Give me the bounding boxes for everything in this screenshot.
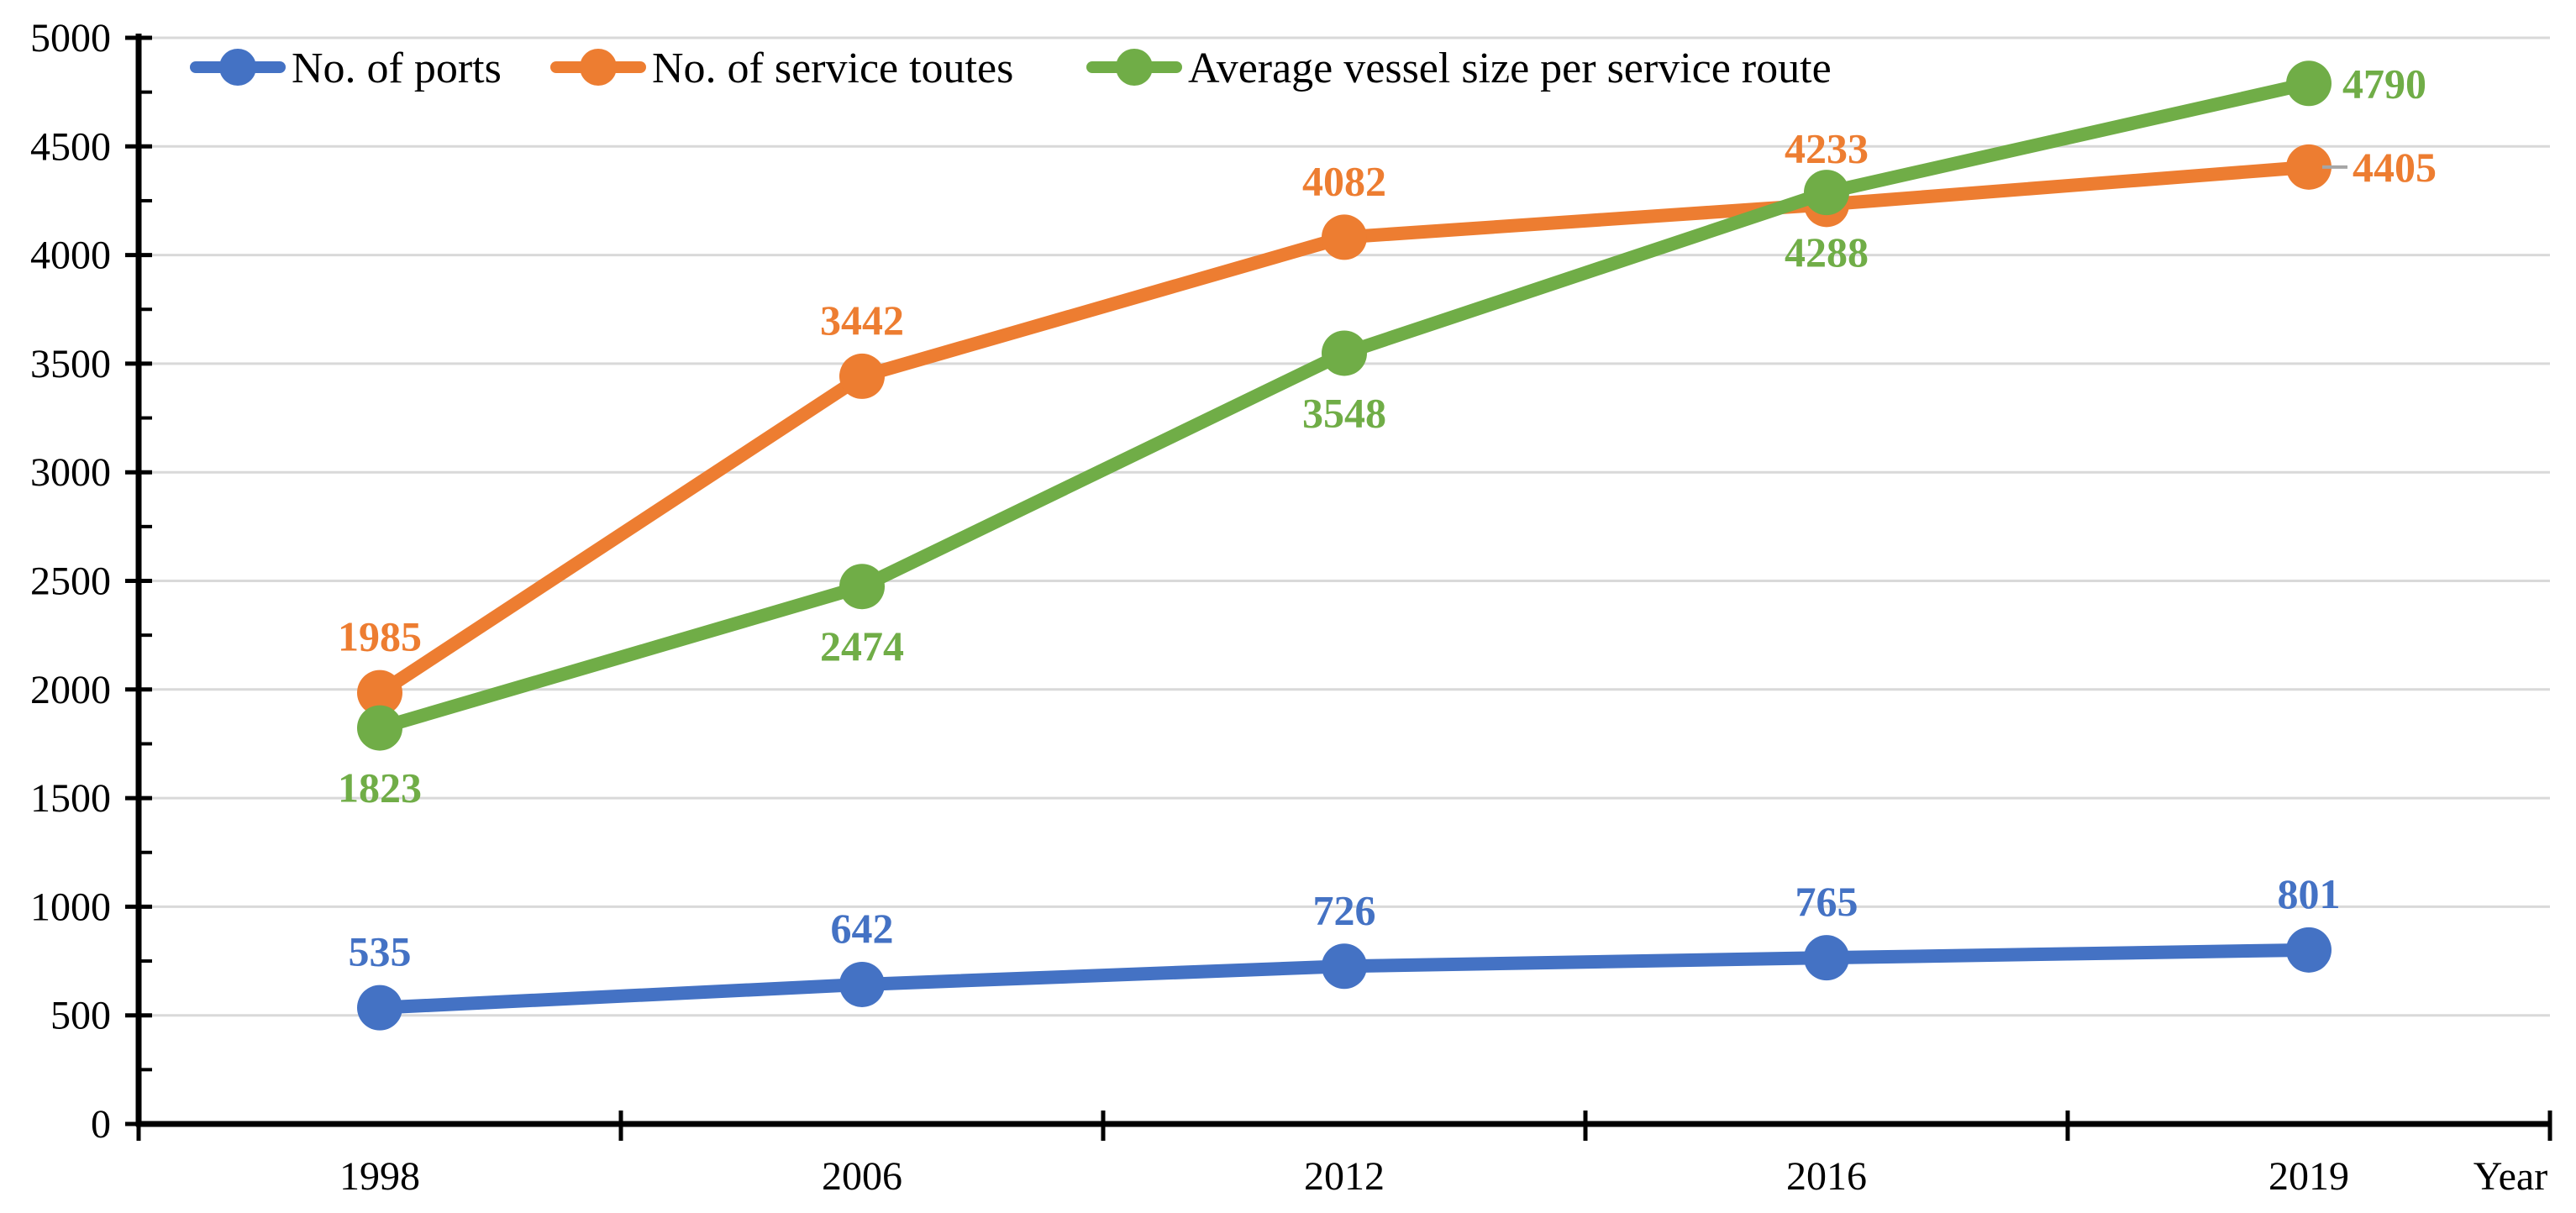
x-tick-label: 1998 [339, 1154, 420, 1199]
y-tick-label: 0 [91, 1102, 111, 1147]
data-label: 801 [2278, 870, 2341, 917]
data-label: 1985 [338, 613, 422, 660]
y-tick-label: 2000 [30, 668, 111, 712]
x-tick-label: 2016 [1786, 1154, 1867, 1199]
x-axis-group [136, 1111, 2552, 1141]
y-tick-label: 4500 [30, 124, 111, 169]
data-label: 4288 [1785, 228, 1869, 276]
data-point-marker [2286, 927, 2332, 973]
data-label: 4405 [2353, 144, 2437, 191]
y-tick-label: 2500 [30, 559, 111, 604]
data-point-marker [2286, 60, 2332, 107]
legend-label: Average vessel size per service route [1188, 45, 1832, 92]
data-label: 4082 [1302, 157, 1386, 204]
data-point-marker [2286, 144, 2332, 190]
legend-marker-dot [580, 49, 617, 86]
data-label: 1823 [338, 764, 422, 811]
series-no-of-ports [357, 927, 2332, 1031]
data-point-marker [839, 564, 885, 610]
gridlines [139, 36, 2550, 1017]
data-point-marker [357, 985, 402, 1031]
data-label: 2474 [820, 622, 904, 670]
data-point-marker [1804, 935, 1849, 981]
legend-item: Average vessel size per service route [1086, 45, 1832, 92]
data-point-marker [1804, 170, 1849, 216]
data-label: 535 [349, 928, 412, 975]
legend-marker-dot [1116, 49, 1153, 86]
legend-item: No. of service toutes [550, 45, 1013, 92]
data-point-marker [357, 670, 402, 716]
y-tick-label: 3000 [30, 450, 111, 495]
legend-label: No. of service toutes [652, 45, 1013, 92]
y-tick-label: 4000 [30, 234, 111, 278]
y-tick-label: 1500 [30, 776, 111, 821]
legend-marker-dot [219, 49, 256, 86]
data-label: 726 [1313, 886, 1376, 933]
data-label: 4233 [1785, 124, 1869, 171]
x-tick-label: 2019 [2268, 1154, 2349, 1199]
legend: No. of ports No. of service toutes Average… [190, 45, 1832, 92]
x-axis-title: Year [2473, 1154, 2547, 1199]
series-average-vessel-size-per-service-route [357, 60, 2332, 751]
data-label: 642 [831, 905, 894, 952]
data-point-marker [1322, 943, 1367, 990]
y-tick-label: 5000 [30, 16, 111, 60]
y-tick-label: 500 [50, 994, 111, 1038]
data-point-marker [357, 705, 402, 751]
data-label: 4790 [2342, 60, 2426, 107]
data-point-marker [1322, 330, 1367, 376]
x-tick-label: 2012 [1304, 1154, 1385, 1199]
x-tick-label: 2006 [822, 1154, 902, 1199]
legend-item: No. of ports [190, 45, 502, 92]
data-point-marker [839, 961, 885, 1007]
y-tick-label: 1000 [30, 885, 111, 929]
legend-label: No. of ports [292, 45, 502, 92]
y-tick-label: 3500 [30, 342, 111, 386]
data-label: 3442 [820, 297, 904, 344]
data-label: 765 [1795, 878, 1858, 925]
data-label: 3548 [1302, 389, 1386, 436]
y-axis-group [125, 34, 152, 1126]
data-point-marker [1322, 214, 1367, 260]
data-point-marker [839, 353, 885, 399]
